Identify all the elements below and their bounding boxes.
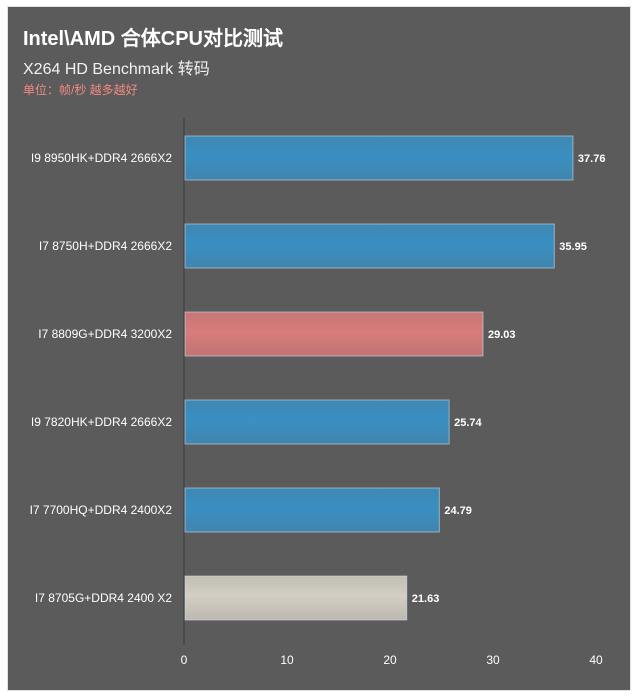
x-tick-label: 0 bbox=[181, 653, 188, 667]
bar bbox=[184, 135, 574, 181]
bar bbox=[184, 487, 440, 533]
category-label: I7 7700HQ+DDR4 2400X2 bbox=[30, 503, 173, 517]
category-label: I7 8750H+DDR4 2666X2 bbox=[39, 239, 172, 253]
chart-subtitle: X264 HD Benchmark 转码 bbox=[23, 61, 210, 78]
value-label: 25.74 bbox=[454, 417, 482, 429]
value-label: 35.95 bbox=[559, 241, 587, 253]
category-label: I7 8705G+DDR4 2400 X2 bbox=[35, 591, 172, 605]
x-tick-label: 20 bbox=[383, 653, 397, 667]
value-label: 21.63 bbox=[412, 593, 440, 605]
category-label: I9 8950HK+DDR4 2666X2 bbox=[31, 151, 172, 165]
value-label: 37.76 bbox=[578, 153, 606, 165]
x-tick-label: 40 bbox=[589, 653, 603, 667]
category-label: I7 8809G+DDR4 3200X2 bbox=[38, 327, 172, 341]
value-label: 24.79 bbox=[444, 505, 472, 517]
bar bbox=[184, 399, 450, 445]
bar bbox=[184, 311, 484, 357]
value-label: 29.03 bbox=[488, 329, 516, 341]
bar bbox=[184, 575, 408, 621]
category-label: I9 7820HK+DDR4 2666X2 bbox=[31, 415, 172, 429]
bar bbox=[184, 223, 555, 269]
x-tick-label: 30 bbox=[486, 653, 500, 667]
x-tick-label: 10 bbox=[280, 653, 294, 667]
unit-note: 单位：帧/秒 越多越好 bbox=[23, 83, 138, 97]
chart-title: Intel\AMD 合体CPU对比测试 bbox=[23, 28, 283, 50]
